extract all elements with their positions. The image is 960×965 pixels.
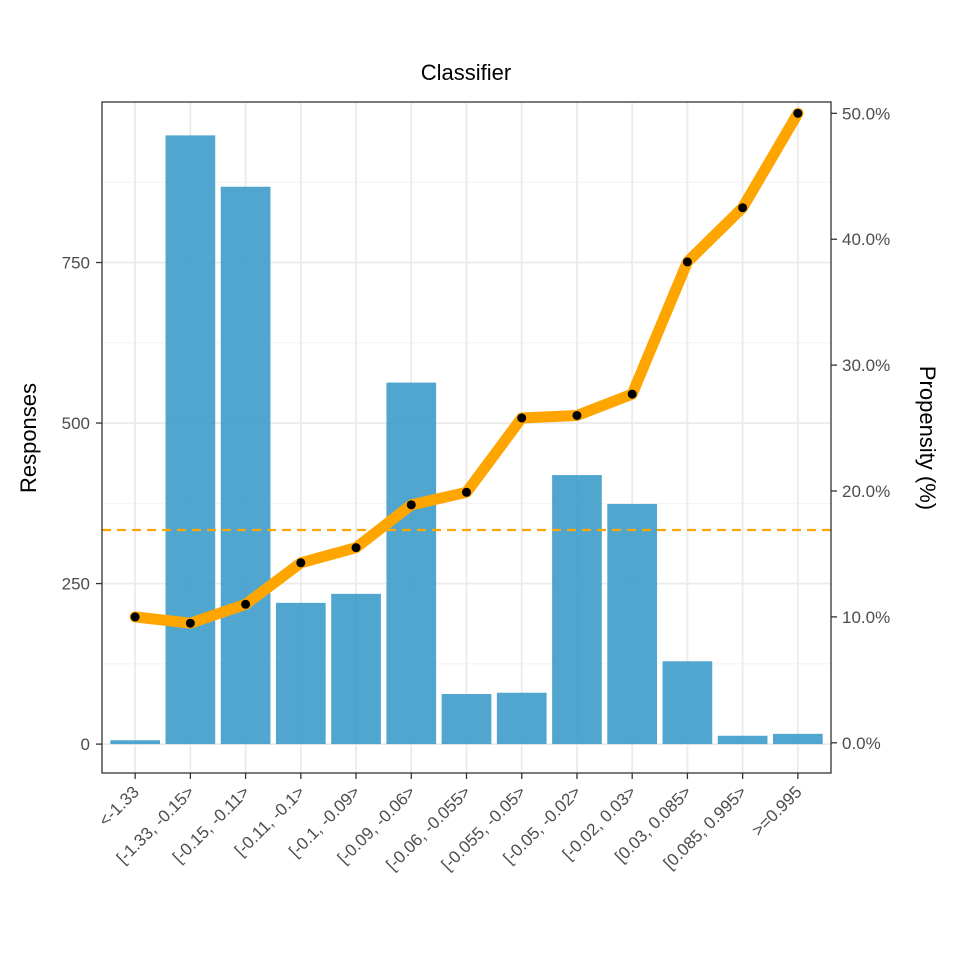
y-tick-label: 0 <box>81 735 90 754</box>
x-tick-label: <-1.33 <box>95 782 143 830</box>
chart-title: Classifier <box>421 60 511 85</box>
bar <box>165 135 216 745</box>
bar <box>773 733 823 745</box>
y2-tick-label: 20.0% <box>842 482 890 501</box>
bar <box>110 740 160 745</box>
propensity-point <box>627 389 637 399</box>
bar <box>662 661 713 745</box>
propensity-point <box>130 612 140 622</box>
bar <box>607 503 658 745</box>
bar <box>220 186 271 745</box>
propensity-point <box>406 500 416 510</box>
y2-tick-label: 50.0% <box>842 104 890 123</box>
y-tick-label: 500 <box>62 414 90 433</box>
y-tick-label: 750 <box>62 254 90 273</box>
y2-axis-title: Propensity (%) <box>915 366 940 510</box>
bar <box>717 735 768 745</box>
x-tick-label: >=0.995 <box>748 782 806 840</box>
bar <box>441 694 492 745</box>
y2-tick-label: 40.0% <box>842 230 890 249</box>
propensity-point <box>351 543 361 553</box>
bar <box>496 692 547 745</box>
propensity-point <box>462 487 471 497</box>
y2-tick-label: 0.0% <box>842 734 881 753</box>
y-axis-title: Responses <box>16 383 41 493</box>
bar <box>275 602 326 745</box>
y2-tick-label: 10.0% <box>842 608 890 627</box>
propensity-point <box>517 413 527 423</box>
propensity-point <box>793 108 803 118</box>
bar <box>386 382 437 745</box>
bar <box>552 475 602 745</box>
propensity-point <box>572 410 582 420</box>
propensity-point <box>185 618 195 628</box>
propensity-point <box>738 203 748 213</box>
propensity-point <box>682 257 692 267</box>
plot-area: 0 250 500 750 0.0% 10.0% 20.0% 30.0% 40.0% 50.0% <… <box>62 101 890 874</box>
y2-tick-label: 30.0% <box>842 356 890 375</box>
propensity-point <box>241 599 251 609</box>
y-tick-label: 250 <box>62 575 90 594</box>
bar <box>331 593 381 745</box>
propensity-point <box>296 558 306 568</box>
